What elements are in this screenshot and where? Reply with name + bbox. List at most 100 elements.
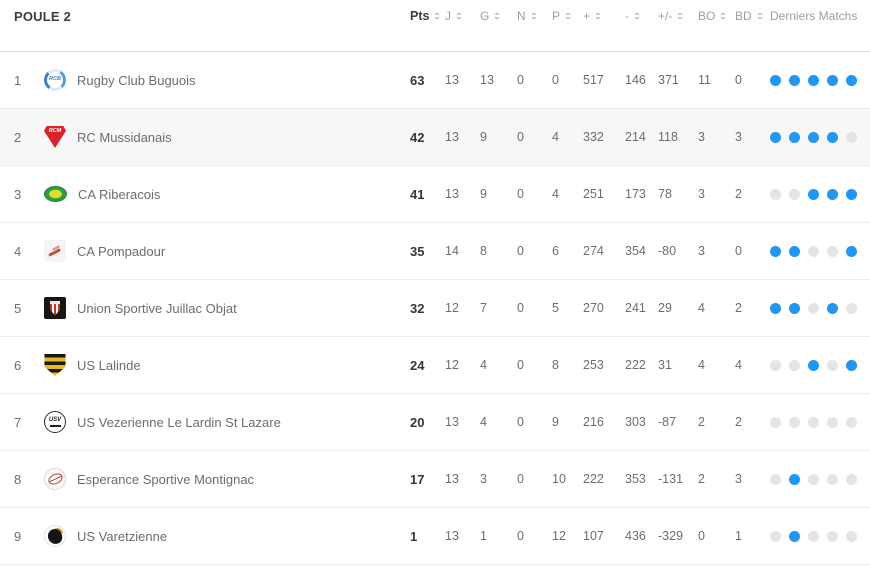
result-dot-loss bbox=[846, 302, 857, 314]
cell-plus: 270 bbox=[583, 301, 604, 315]
row-stats: 63 13 13 0 0 517 146 371 11 0 bbox=[410, 73, 870, 88]
cell-minus: 354 bbox=[625, 244, 646, 258]
cell-bo: 0 bbox=[698, 529, 705, 543]
cell-pts: 1 bbox=[410, 528, 418, 544]
cell-bd: 0 bbox=[735, 73, 742, 87]
cell-pts: 35 bbox=[410, 243, 425, 259]
row-stats: 20 13 4 0 9 216 303 -87 2 2 bbox=[410, 415, 870, 430]
cell-j: 13 bbox=[445, 73, 459, 87]
stats-header: Pts J G N P + - +/- BO BD Derniers Matchs bbox=[410, 9, 870, 23]
column-label: G bbox=[480, 9, 490, 23]
table-row[interactable]: 8 Esperance Sportive Montignac 17 13 3 0… bbox=[0, 451, 870, 508]
cell-plus: 222 bbox=[583, 472, 604, 486]
table-row[interactable]: 6 US Lalinde 24 12 4 0 8 253 222 31 4 4 bbox=[0, 337, 870, 394]
cell-g: 1 bbox=[480, 529, 487, 543]
result-dot-loss bbox=[808, 302, 819, 314]
sort-icon[interactable] bbox=[565, 12, 572, 20]
sort-icon[interactable] bbox=[677, 12, 684, 20]
column-header-p[interactable]: P bbox=[552, 9, 583, 23]
column-header-diff[interactable]: +/- bbox=[658, 9, 698, 23]
column-label: Pts bbox=[410, 9, 430, 23]
derniers-matchs bbox=[770, 130, 870, 145]
column-header-n[interactable]: N bbox=[517, 9, 552, 23]
column-header-g[interactable]: G bbox=[480, 9, 517, 23]
cell-g: 4 bbox=[480, 415, 487, 429]
table-row[interactable]: 1 RCB Rugby Club Buguois 63 13 13 0 0 51… bbox=[0, 52, 870, 109]
cell-j: 12 bbox=[445, 301, 459, 315]
column-label: N bbox=[517, 9, 526, 23]
sort-icon[interactable] bbox=[494, 12, 501, 20]
table-row[interactable]: 9 US Varetzienne 1 13 1 0 12 107 436 -32… bbox=[0, 508, 870, 565]
team-name[interactable]: RC Mussidanais bbox=[77, 129, 172, 145]
derniers-matchs bbox=[770, 301, 870, 316]
cell-n: 0 bbox=[517, 529, 524, 543]
sort-icon[interactable] bbox=[756, 12, 763, 20]
cell-minus: 146 bbox=[625, 73, 646, 87]
rank: 2 bbox=[14, 129, 22, 145]
result-dot-loss bbox=[770, 359, 781, 371]
result-dot-win bbox=[808, 131, 819, 143]
derniers-matchs bbox=[770, 415, 870, 430]
derniers-matchs bbox=[770, 187, 870, 202]
sort-icon[interactable] bbox=[456, 12, 462, 20]
cell-n: 0 bbox=[517, 301, 524, 315]
result-dot-loss bbox=[770, 188, 781, 200]
row-stats: 1 13 1 0 12 107 436 -329 0 1 bbox=[410, 529, 870, 544]
pool-title: POULE 2 bbox=[14, 9, 72, 24]
column-header-pts[interactable]: Pts bbox=[410, 9, 445, 23]
result-dot-win bbox=[846, 74, 857, 86]
sort-icon[interactable] bbox=[720, 12, 727, 20]
column-header-bd[interactable]: BD bbox=[735, 9, 770, 23]
derniers-matchs bbox=[770, 358, 870, 373]
cell-diff: 371 bbox=[658, 73, 679, 87]
cell-p: 12 bbox=[552, 529, 566, 543]
table-row[interactable]: 4 CA Pompadour 35 14 8 0 6 274 354 -80 3… bbox=[0, 223, 870, 280]
team-name[interactable]: US Varetzienne bbox=[77, 528, 168, 544]
result-dot-win bbox=[808, 359, 819, 371]
team-name[interactable]: US Vezerienne Le Lardin St Lazare bbox=[77, 414, 281, 430]
result-dot-win bbox=[789, 473, 800, 485]
cell-n: 0 bbox=[517, 472, 524, 486]
sort-icon[interactable] bbox=[595, 12, 602, 20]
cell-bd: 2 bbox=[735, 301, 742, 315]
team-name[interactable]: US Lalinde bbox=[77, 357, 141, 373]
result-dot-win bbox=[808, 188, 819, 200]
result-dot-loss bbox=[808, 416, 819, 428]
cell-g: 8 bbox=[480, 244, 487, 258]
cell-pts: 24 bbox=[410, 357, 425, 373]
cell-plus: 251 bbox=[583, 187, 604, 201]
team-name[interactable]: Union Sportive Juillac Objat bbox=[77, 300, 237, 316]
result-dot-loss bbox=[827, 359, 838, 371]
sort-icon[interactable] bbox=[530, 12, 537, 20]
column-header-j[interactable]: J bbox=[445, 9, 480, 23]
result-dot-loss bbox=[827, 530, 838, 542]
cell-j: 13 bbox=[445, 415, 459, 429]
table-row[interactable]: 5 Union Sportive Juillac Objat 32 12 7 0… bbox=[0, 280, 870, 337]
table-row[interactable]: 2 RCM RC Mussidanais 42 13 9 0 4 332 214… bbox=[0, 109, 870, 166]
column-header-minus[interactable]: - bbox=[625, 9, 658, 23]
result-dot-loss bbox=[808, 245, 819, 257]
sort-icon[interactable] bbox=[634, 12, 640, 20]
rank: 1 bbox=[14, 72, 22, 88]
cell-j: 14 bbox=[445, 244, 459, 258]
result-dot-win bbox=[789, 74, 800, 86]
row-stats: 35 14 8 0 6 274 354 -80 3 0 bbox=[410, 244, 870, 259]
team-name[interactable]: CA Pompadour bbox=[77, 243, 166, 259]
rank: 6 bbox=[14, 357, 22, 373]
column-header-bo[interactable]: BO bbox=[698, 9, 735, 23]
sort-icon[interactable] bbox=[434, 12, 441, 20]
table-row[interactable]: 7 USV US Vezerienne Le Lardin St Lazare … bbox=[0, 394, 870, 451]
column-header-plus[interactable]: + bbox=[583, 9, 625, 23]
column-label: - bbox=[625, 9, 629, 23]
cell-g: 7 bbox=[480, 301, 487, 315]
result-dot-loss bbox=[846, 473, 857, 485]
result-dot-loss bbox=[846, 131, 857, 143]
team-name[interactable]: Esperance Sportive Montignac bbox=[77, 471, 255, 487]
cell-g: 9 bbox=[480, 130, 487, 144]
cell-p: 6 bbox=[552, 244, 559, 258]
table-row[interactable]: 3 CA Riberacois 41 13 9 0 4 251 173 78 3… bbox=[0, 166, 870, 223]
team-name[interactable]: CA Riberacois bbox=[78, 186, 161, 202]
cell-diff: -80 bbox=[658, 244, 677, 258]
team-name[interactable]: Rugby Club Buguois bbox=[77, 72, 196, 88]
cell-bo: 4 bbox=[698, 358, 705, 372]
